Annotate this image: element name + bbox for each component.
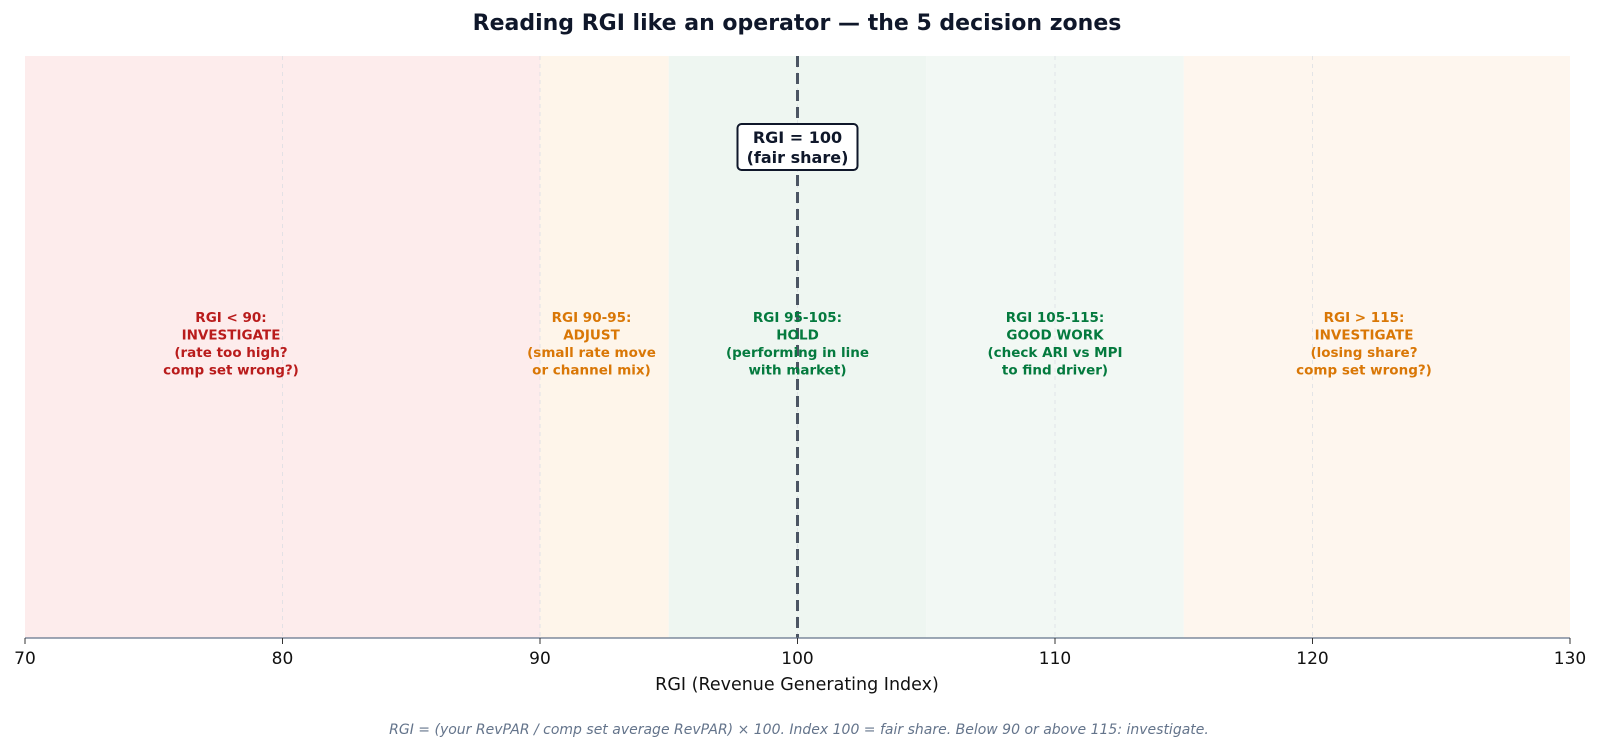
reference-label-line-1: RGI = 100: [753, 128, 842, 147]
zone-labels-layer: RGI < 90:INVESTIGATE(rate too high?comp …: [163, 310, 1432, 379]
x-axis-label: RGI (Revenue Generating Index): [655, 675, 939, 695]
zone-band-5: [1183, 56, 1570, 638]
x-tick-label-80: 80: [272, 649, 294, 669]
x-tick-label-110: 110: [1039, 649, 1071, 669]
reference-label-box: [736, 123, 859, 171]
x-tick-label-90: 90: [529, 649, 551, 669]
zone-4-label-line-2: GOOD WORK: [1006, 328, 1104, 344]
zone-2-label-line-2: ADJUST: [563, 328, 620, 344]
zone-3-label-line-2: HOLD: [776, 328, 819, 344]
zone-band-2: [540, 56, 669, 638]
zone-2-label-line-3: (small rate move: [527, 345, 656, 361]
x-tick-label-100: 100: [781, 649, 813, 669]
zone-3-label-line-1: RGI 95-105:: [753, 310, 842, 326]
zone-3-label-line-3: (performing in line: [726, 345, 869, 361]
zone-4-label-line-3: (check ARI vs MPI: [987, 345, 1122, 361]
footnote: RGI = (your RevPAR / comp set average Re…: [389, 722, 1209, 738]
zone-5-label-line-4: comp set wrong?): [1296, 363, 1432, 379]
x-tick-label-70: 70: [14, 649, 36, 669]
zone-1-label-line-3: (rate too high?: [174, 345, 287, 361]
reference-line-layer: RGI = 100(fair share): [736, 56, 859, 638]
zone-3-label-line-4: with market): [748, 363, 846, 379]
zone-4-label-line-1: RGI 105-115:: [1006, 310, 1105, 326]
zone-2-label-line-1: RGI 90-95:: [552, 310, 632, 326]
zone-1-label-line-2: INVESTIGATE: [182, 328, 281, 344]
x-tick-label-120: 120: [1296, 649, 1328, 669]
zone-1-label-line-4: comp set wrong?): [163, 363, 299, 379]
reference-label-line-2: (fair share): [747, 148, 849, 167]
zone-4-label-line-4: to find driver): [1002, 363, 1108, 379]
zone-1-label-line-1: RGI < 90:: [195, 310, 266, 326]
zone-5-label-line-1: RGI > 115:: [1324, 310, 1405, 326]
zone-2-label-line-4: or channel mix): [532, 363, 651, 379]
x-tick-label-130: 130: [1554, 649, 1586, 669]
x-axis: 70 80 90 100 110 120 130: [14, 637, 1586, 669]
zone-5-label-line-3: (losing share?: [1310, 345, 1417, 361]
chart-title: Reading RGI like an operator — the 5 dec…: [473, 11, 1122, 36]
zone-5-label-line-2: INVESTIGATE: [1315, 328, 1414, 344]
